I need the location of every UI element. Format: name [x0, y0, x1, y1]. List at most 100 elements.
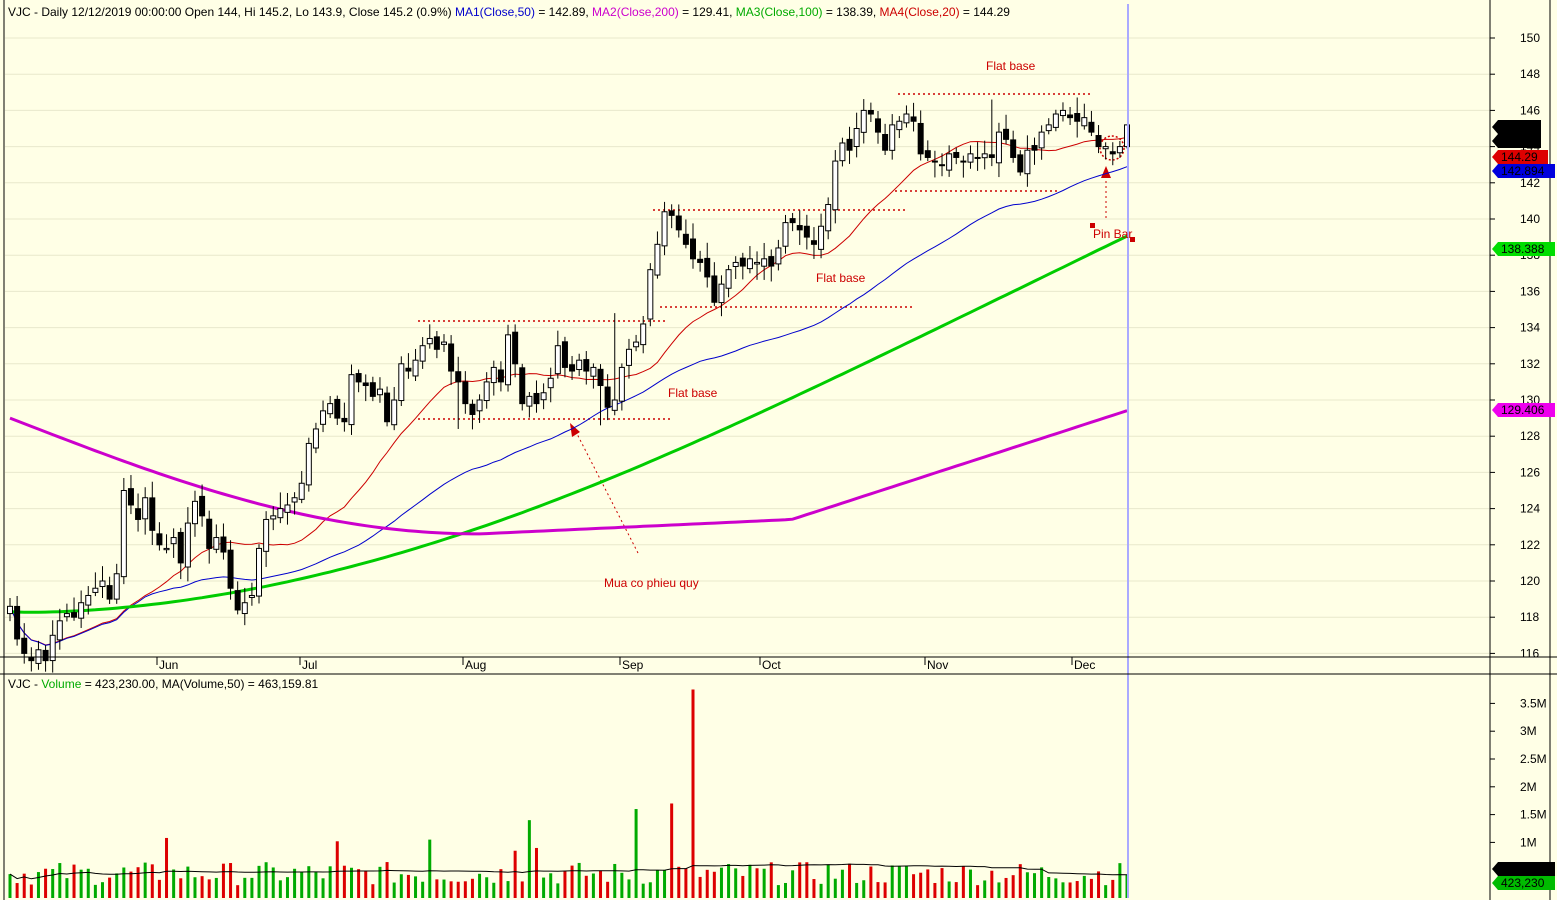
candle[interactable] — [334, 395, 341, 425]
volume-bar[interactable] — [406, 874, 410, 898]
candle[interactable] — [177, 527, 184, 580]
candle[interactable] — [590, 363, 597, 389]
candle[interactable] — [903, 105, 910, 128]
candle[interactable] — [725, 264, 732, 298]
candle[interactable] — [1102, 142, 1109, 160]
volume-bar[interactable] — [655, 870, 659, 898]
candle[interactable] — [939, 153, 946, 177]
volume-bar[interactable] — [350, 867, 354, 898]
volume-bar[interactable] — [193, 877, 197, 898]
candle[interactable] — [241, 587, 248, 626]
candle[interactable] — [327, 396, 334, 419]
volume-bar[interactable] — [72, 864, 76, 898]
candle[interactable] — [149, 481, 156, 546]
volume-bar[interactable] — [93, 884, 97, 898]
candle[interactable] — [569, 355, 576, 380]
candle[interactable] — [234, 581, 241, 615]
candle[interactable] — [825, 197, 832, 240]
volume-bar[interactable] — [719, 867, 723, 898]
volume-bar[interactable] — [1018, 864, 1022, 898]
volume-bar[interactable] — [143, 862, 147, 898]
volume-bar[interactable] — [165, 837, 169, 898]
volume-bar[interactable] — [300, 872, 304, 898]
candle[interactable] — [832, 150, 839, 224]
volume-bar[interactable] — [620, 872, 624, 898]
volume-bar[interactable] — [748, 864, 752, 898]
volume-bar[interactable] — [1097, 871, 1101, 898]
volume-bar[interactable] — [129, 871, 133, 898]
volume-bar[interactable] — [613, 863, 617, 898]
candle[interactable] — [127, 475, 134, 515]
volume-bar[interactable] — [1089, 878, 1093, 898]
volume-bar[interactable] — [904, 866, 908, 898]
candle[interactable] — [853, 112, 860, 158]
candle[interactable] — [78, 590, 85, 628]
candle[interactable] — [7, 597, 13, 622]
candle[interactable] — [490, 360, 497, 396]
volume-bar[interactable] — [755, 868, 759, 898]
volume-bar[interactable] — [534, 847, 538, 898]
volume-bar[interactable] — [627, 879, 631, 898]
candle[interactable] — [1109, 142, 1116, 166]
candle[interactable] — [263, 511, 270, 567]
candle[interactable] — [1074, 97, 1081, 138]
volume-bar[interactable] — [506, 881, 510, 898]
candle[interactable] — [818, 213, 825, 259]
volume-bar[interactable] — [741, 875, 745, 898]
candle[interactable] — [533, 380, 540, 413]
volume-bar[interactable] — [599, 870, 603, 898]
candle[interactable] — [469, 399, 476, 430]
candle[interactable] — [554, 330, 561, 379]
volume-bar[interactable] — [371, 884, 375, 898]
volume-bar[interactable] — [769, 862, 773, 898]
candle[interactable] — [505, 324, 512, 392]
candle[interactable] — [668, 204, 675, 229]
candle[interactable] — [270, 506, 277, 531]
candle[interactable] — [675, 204, 682, 238]
volume-bar[interactable] — [919, 872, 923, 898]
candle[interactable] — [846, 126, 853, 164]
candle[interactable] — [561, 336, 568, 378]
candle[interactable] — [924, 140, 931, 162]
volume-bar[interactable] — [22, 873, 26, 898]
volume-bar[interactable] — [293, 868, 297, 898]
candle[interactable] — [483, 372, 490, 409]
volume-bar[interactable] — [549, 873, 553, 898]
volume-bar[interactable] — [179, 878, 183, 898]
candle[interactable] — [1024, 135, 1031, 187]
volume-bar[interactable] — [186, 866, 190, 898]
candle[interactable] — [789, 212, 796, 232]
volume-bar[interactable] — [805, 862, 809, 898]
candle[interactable] — [71, 597, 78, 621]
candle[interactable] — [355, 369, 362, 393]
candle[interactable] — [981, 140, 988, 170]
volume-bar[interactable] — [641, 883, 645, 898]
candle[interactable] — [882, 123, 889, 155]
candle[interactable] — [113, 563, 120, 604]
volume-bar[interactable] — [243, 877, 247, 898]
candle[interactable] — [576, 353, 583, 376]
volume-bar[interactable] — [79, 869, 83, 898]
candle[interactable] — [796, 210, 803, 245]
volume-bar[interactable] — [172, 869, 176, 898]
candle[interactable] — [625, 338, 632, 379]
candle[interactable] — [953, 147, 960, 165]
volume-bar[interactable] — [122, 867, 126, 898]
candle[interactable] — [512, 324, 519, 378]
candle[interactable] — [946, 145, 953, 177]
volume-bar[interactable] — [150, 864, 154, 898]
candle[interactable] — [1010, 130, 1017, 163]
volume-bar[interactable] — [833, 878, 837, 898]
candle[interactable] — [412, 348, 419, 382]
candle[interactable] — [540, 383, 547, 410]
volume-bar[interactable] — [207, 879, 211, 898]
volume-bar[interactable] — [392, 882, 396, 898]
volume-bar[interactable] — [840, 869, 844, 898]
volume-bar[interactable] — [1068, 882, 1072, 898]
candle[interactable] — [291, 492, 298, 515]
volume-bar[interactable] — [1082, 875, 1086, 898]
candle[interactable] — [92, 572, 99, 597]
volume-bar[interactable] — [862, 880, 866, 898]
candle[interactable] — [135, 493, 142, 532]
candle[interactable] — [384, 386, 391, 427]
